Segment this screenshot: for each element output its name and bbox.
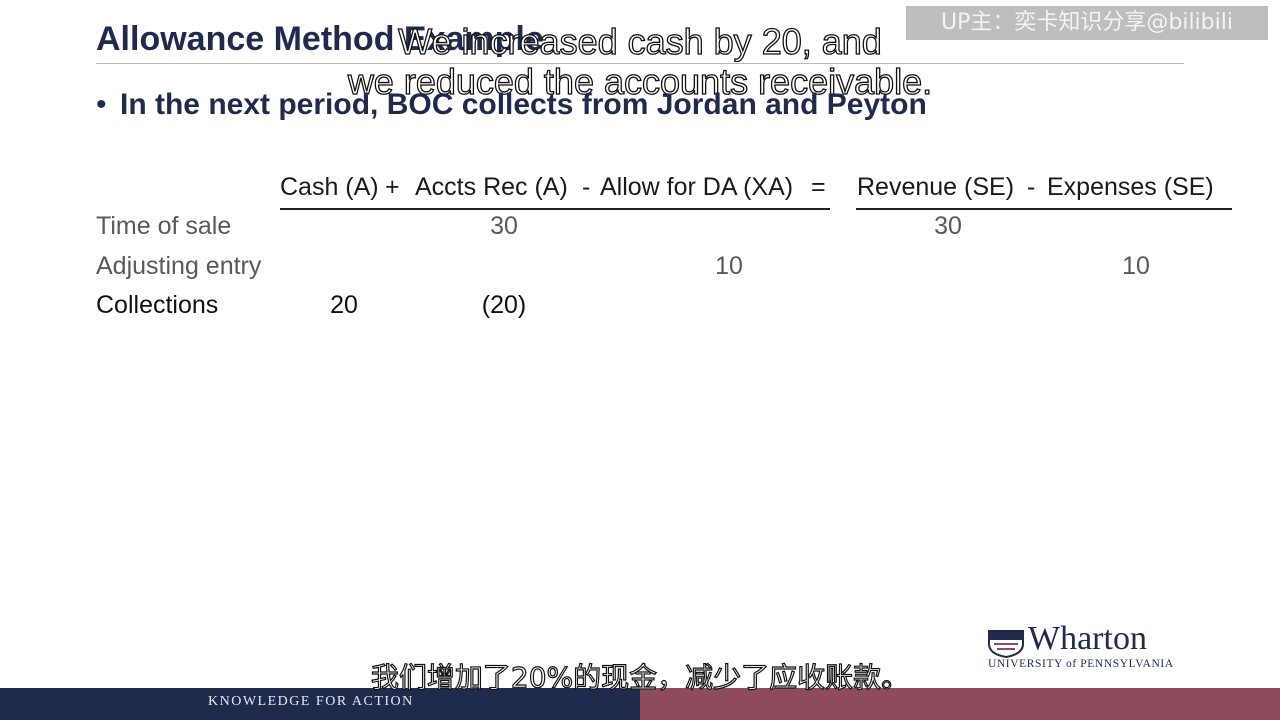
header-equals: = [811,173,826,201]
title-divider [96,63,1184,64]
row-label-adjusting-entry: Adjusting entry [96,252,262,280]
subtitle-chinese: 我们增加了20%的现金，减少了应收账款。 [370,660,910,694]
slide-title: Allowance Method Example [96,20,544,58]
subtitle-english: We increased cash by 20, and we reduced … [330,21,950,102]
header-underline-left [280,208,830,210]
header-minus-expenses: - [1027,173,1036,201]
watermark: UP主：奕卡知识分享@bilibili [906,6,1268,40]
bullet-dot-icon: • [96,88,107,121]
header-accts-rec: Accts Rec (A) [415,173,568,201]
logo-wordmark: Wharton [1028,620,1147,657]
header-plus: + [385,173,400,201]
wharton-logo: Wharton UNIVERSITY of PENNSYLVANIA [988,620,1198,672]
bullet-point: • In the next period, BOC collects from J… [96,88,927,122]
footer-tagline: KNOWLEDGE FOR ACTION [208,694,414,709]
cell-expenses: 10 [1122,252,1150,280]
header-revenue: Revenue (SE) [857,173,1015,201]
header-minus: - [582,173,591,201]
footer-bar-right [640,688,1280,720]
cell-accts-rec: (20) [481,291,527,319]
bullet-text: In the next period, BOC collects from Jo… [120,88,927,121]
row-label-time-of-sale: Time of sale [96,212,232,240]
header-underline-right [856,208,1232,210]
cell-allowance: 10 [715,252,743,280]
penn-shield-icon [988,630,1024,658]
footer-bar-left: KNOWLEDGE FOR ACTION [0,688,640,720]
header-expenses: Expenses (SE) [1047,173,1214,201]
header-allowance: Allow for DA (XA) [600,173,794,201]
cell-cash: 20 [330,291,358,319]
header-cash: Cash (A) [280,173,379,201]
subtitle-english-line1: We increased cash by 20, and [398,21,883,62]
logo-subtitle: UNIVERSITY of PENNSYLVANIA [988,658,1174,670]
cell-accts-rec: 30 [490,212,518,240]
cell-revenue: 30 [934,212,962,240]
row-label-collections: Collections [96,291,219,319]
subtitle-english-line2: we reduced the accounts receivable. [347,61,933,102]
